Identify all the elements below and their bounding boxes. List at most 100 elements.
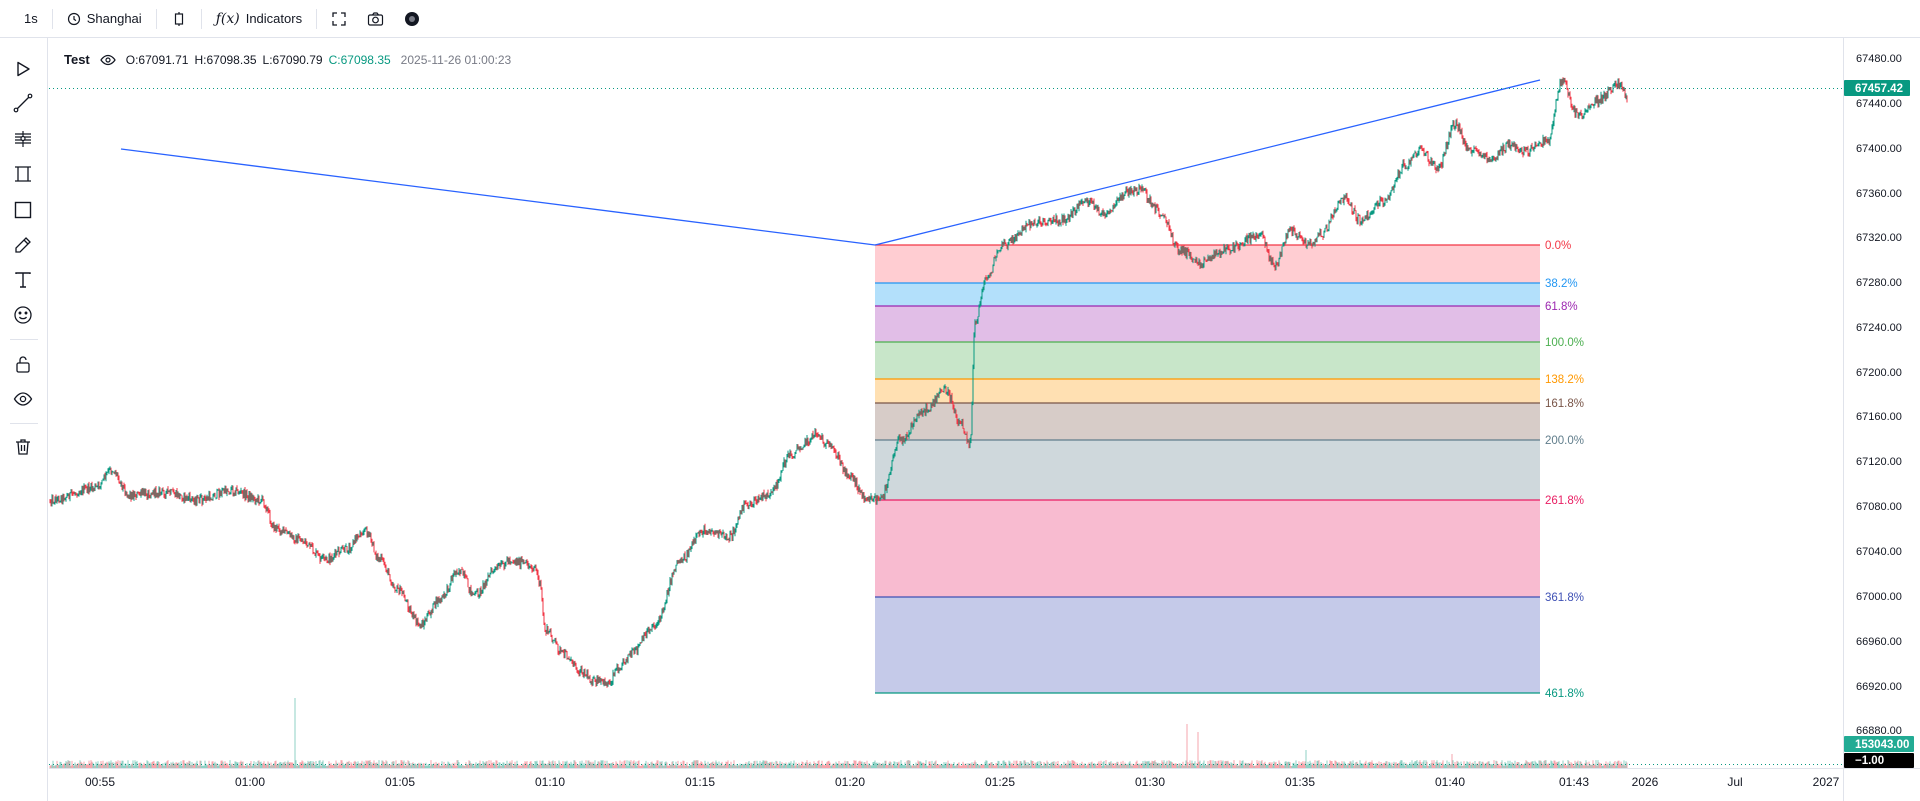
candles-icon (171, 11, 187, 27)
interval-label: 1s (24, 11, 38, 26)
eye-icon (13, 389, 33, 414)
pattern-tool[interactable] (9, 162, 37, 190)
open-value: O:67091.71 (125, 52, 189, 67)
price-tick-label: 66920.00 (1856, 681, 1902, 693)
price-tick-label: 67480.00 (1856, 53, 1902, 65)
settings-button[interactable] (394, 4, 430, 34)
fib-zone (875, 283, 1540, 306)
timezone-button[interactable]: Shanghai (57, 4, 152, 34)
toolbar-divider (10, 339, 38, 340)
last-price-tag-text: 67457.42 (1855, 83, 1903, 95)
time-tick-label: 01:20 (835, 775, 865, 789)
time-tick-label: 00:55 (85, 775, 115, 789)
symbol-legend: Test O:67091.71 H:67098.35 L:67090.79 C:… (64, 52, 511, 67)
interval-button[interactable]: 1s (0, 4, 48, 34)
screenshot-button[interactable] (357, 4, 394, 34)
fib-zone (875, 306, 1540, 342)
camera-icon (367, 11, 384, 27)
toolbar-divider (316, 8, 318, 29)
time-tick-label: Jul (1727, 775, 1742, 789)
other-value-tag-box (1844, 753, 1914, 768)
trend-line (874, 79, 1541, 246)
top-toolbar: 1s Shanghai ƒ(x) Indicators (0, 0, 1920, 38)
symbol-name[interactable]: Test (64, 52, 90, 67)
time-tick-label: 2026 (1632, 775, 1659, 789)
rectangle-icon (13, 200, 33, 225)
price-tick-label: 67240.00 (1856, 322, 1902, 334)
price-series (49, 77, 1628, 688)
fib-label: 0.0% (1545, 240, 1571, 252)
indicators-button[interactable]: ƒ(x) Indicators (206, 4, 312, 34)
indicators-label: Indicators (245, 11, 303, 26)
function-icon: ƒ(x) (215, 10, 240, 27)
lock-tool[interactable] (9, 352, 37, 380)
fib-zone (875, 245, 1540, 283)
pattern-icon (13, 164, 33, 189)
volume-tag-box (1844, 736, 1914, 752)
price-tick-label: 67440.00 (1856, 98, 1902, 110)
fullscreen-icon (331, 11, 347, 27)
fib-retracement: 0.0% 38.2% 61.8% 100.0% 138.2% 161.8% 200.0% 26… (875, 240, 1584, 700)
price-tick-label: 67120.00 (1856, 456, 1902, 468)
fib-label: 361.8% (1545, 592, 1584, 604)
time-tick-label: 2027 (1813, 775, 1840, 789)
time-tick-label: 01:10 (535, 775, 565, 789)
price-tick-label: 67200.00 (1856, 367, 1902, 379)
timezone-label: Shanghai (86, 11, 142, 26)
price-tick-label: 67280.00 (1856, 277, 1902, 289)
chart-type-button[interactable] (161, 4, 197, 34)
time-tick-label: 01:30 (1135, 775, 1165, 789)
fib-label: 200.0% (1545, 435, 1584, 447)
settings-dot-icon (404, 11, 420, 27)
price-tick-label: 67000.00 (1856, 591, 1902, 603)
time-axis: 00:55 01:00 01:05 01:10 01:15 01:20 01:25 01:30… (85, 775, 1840, 789)
time-tick-label: 01:40 (1435, 775, 1465, 789)
bar-time: 2025-11-26 01:00:23 (400, 52, 512, 67)
down-candles (49, 77, 1628, 688)
toolbar-divider (10, 423, 38, 424)
toolbar-divider (155, 8, 157, 29)
time-tick-label: 01:05 (385, 775, 415, 789)
fullscreen-button[interactable] (321, 4, 357, 34)
fib-tool[interactable] (9, 127, 37, 155)
visibility-tool[interactable] (9, 387, 37, 415)
cursor-tool[interactable] (9, 57, 37, 85)
text-icon (13, 270, 33, 295)
trash-icon (13, 437, 33, 462)
trendline-tool[interactable] (9, 91, 37, 119)
trendline-icon (13, 93, 33, 118)
fib-label: 138.2% (1545, 374, 1584, 386)
high-value: H:67098.35 (194, 52, 257, 67)
lock-icon (13, 354, 33, 379)
fib-icon (13, 129, 33, 154)
drawing-toolbar (0, 38, 48, 801)
play-icon (14, 60, 32, 83)
brush-icon (13, 235, 33, 260)
fib-label: 261.8% (1545, 495, 1584, 507)
toolbar-divider (200, 8, 202, 29)
text-tool[interactable] (9, 268, 37, 296)
eye-icon[interactable] (100, 54, 116, 66)
remove-tool[interactable] (9, 435, 37, 463)
fib-zone (875, 500, 1540, 597)
volume-tag: 153043.00 (1844, 736, 1914, 752)
volume-tag-text: 153043.00 (1855, 739, 1909, 751)
time-tick-label: 01:35 (1285, 775, 1315, 789)
price-tick-label: 67320.00 (1856, 232, 1902, 244)
fib-zone (875, 403, 1540, 440)
emoji-tool[interactable] (9, 303, 37, 331)
fib-zone (875, 440, 1540, 500)
time-tick-label: 01:43 (1559, 775, 1589, 789)
fib-zone (875, 342, 1540, 379)
price-tick-label: 67400.00 (1856, 143, 1902, 155)
rectangle-tool[interactable] (9, 198, 37, 226)
price-tick-label: 67080.00 (1856, 501, 1902, 513)
low-value: L:67090.79 (262, 52, 323, 67)
time-tick-label: 01:00 (235, 775, 265, 789)
fib-zone (875, 597, 1540, 693)
brush-tool[interactable] (9, 233, 37, 261)
emoji-icon (13, 305, 33, 330)
fib-label: 461.8% (1545, 688, 1584, 700)
price-tick-label: 67160.00 (1856, 411, 1902, 423)
